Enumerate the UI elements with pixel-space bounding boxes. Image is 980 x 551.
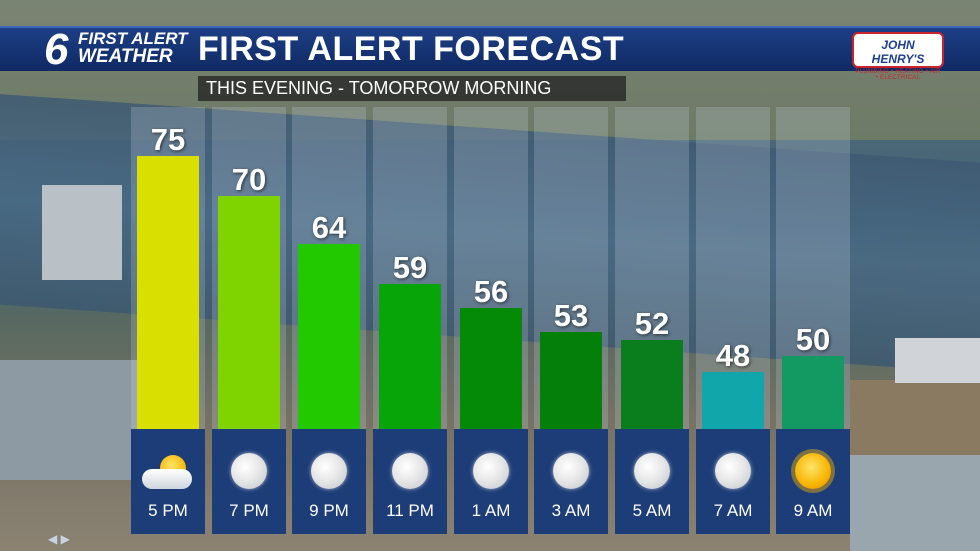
- sponsor-name: JOHN HENRY'S: [871, 38, 925, 66]
- temperature-value: 75: [150, 122, 186, 157]
- temperature-bar: [460, 308, 522, 429]
- forecast-column: 52 5 AM: [615, 107, 689, 534]
- time-label: 5 AM: [632, 501, 672, 520]
- time-label: 1 AM: [471, 501, 511, 520]
- sponsor-tagline: PLUMBING • HEATING • AIR • ELECTRICAL: [855, 69, 941, 81]
- moon-icon: [553, 453, 589, 489]
- temperature-value: 59: [392, 250, 428, 285]
- temperature-value: 50: [795, 322, 831, 357]
- carousel-arrows: ◀ ▶: [48, 532, 70, 546]
- moon-icon: [473, 453, 509, 489]
- forecast-column: 75 5 PM: [131, 107, 205, 534]
- logo-line-2: WEATHER: [78, 46, 173, 67]
- background-building: [42, 185, 122, 280]
- sun-icon: [795, 453, 831, 489]
- time-label: 11 PM: [386, 501, 434, 520]
- temperature-bar: [137, 156, 199, 429]
- time-panel: 5 AM: [615, 429, 689, 534]
- sponsor-logo: JOHN HENRY'S PLUMBING • HEATING • AIR • …: [852, 32, 944, 81]
- forecast-period-label: THIS EVENING - TOMORROW MORNING: [198, 76, 626, 101]
- time-label: 7 PM: [229, 501, 269, 520]
- background-building: [850, 455, 980, 551]
- temperature-value: 56: [473, 274, 509, 309]
- moon-icon: [634, 453, 670, 489]
- moon-icon: [311, 453, 347, 489]
- station-logo: FIRST ALERT WEATHER: [78, 29, 188, 67]
- time-label: 9 AM: [793, 501, 833, 520]
- temperature-bar: [702, 372, 764, 429]
- temperature-bar: [540, 332, 602, 429]
- logo-line-1: FIRST ALERT: [78, 29, 188, 48]
- partly-sunny-icon: [142, 453, 192, 489]
- temperature-bar: [218, 196, 280, 429]
- forecast-column: 48 7 AM: [696, 107, 770, 534]
- forecast-column: 59 11 PM: [373, 107, 447, 534]
- forecast-column: 50 9 AM: [776, 107, 850, 534]
- background-building: [895, 338, 980, 383]
- time-panel: 3 AM: [534, 429, 608, 534]
- time-label: 9 PM: [309, 501, 349, 520]
- background-building: [0, 360, 140, 480]
- moon-icon: [715, 453, 751, 489]
- temperature-bar: [298, 244, 360, 429]
- temperature-bar: [379, 284, 441, 429]
- time-panel: 11 PM: [373, 429, 447, 534]
- time-panel: 7 PM: [212, 429, 286, 534]
- time-label: 3 AM: [551, 501, 591, 520]
- page-title: FIRST ALERT FORECAST: [198, 30, 625, 68]
- time-label: 7 AM: [713, 501, 753, 520]
- time-panel: 9 AM: [776, 429, 850, 534]
- moon-icon: [392, 453, 428, 489]
- temperature-bar: [782, 356, 844, 429]
- temperature-bar: [621, 340, 683, 429]
- temperature-value: 64: [311, 210, 347, 245]
- time-panel: 9 PM: [292, 429, 366, 534]
- header-bar: [0, 26, 980, 71]
- background-ground: [850, 380, 980, 455]
- time-panel: 7 AM: [696, 429, 770, 534]
- station-logo-number: 6: [44, 25, 69, 74]
- forecast-column: 70 7 PM: [212, 107, 286, 534]
- time-panel: 5 PM: [131, 429, 205, 534]
- temperature-value: 70: [231, 162, 267, 197]
- moon-icon: [231, 453, 267, 489]
- forecast-column: 53 3 AM: [534, 107, 608, 534]
- forecast-column: 56 1 AM: [454, 107, 528, 534]
- temperature-value: 53: [553, 298, 589, 333]
- time-label: 5 PM: [148, 501, 188, 520]
- forecast-column: 64 9 PM: [292, 107, 366, 534]
- temperature-value: 52: [634, 306, 670, 341]
- time-panel: 1 AM: [454, 429, 528, 534]
- temperature-value: 48: [715, 338, 751, 373]
